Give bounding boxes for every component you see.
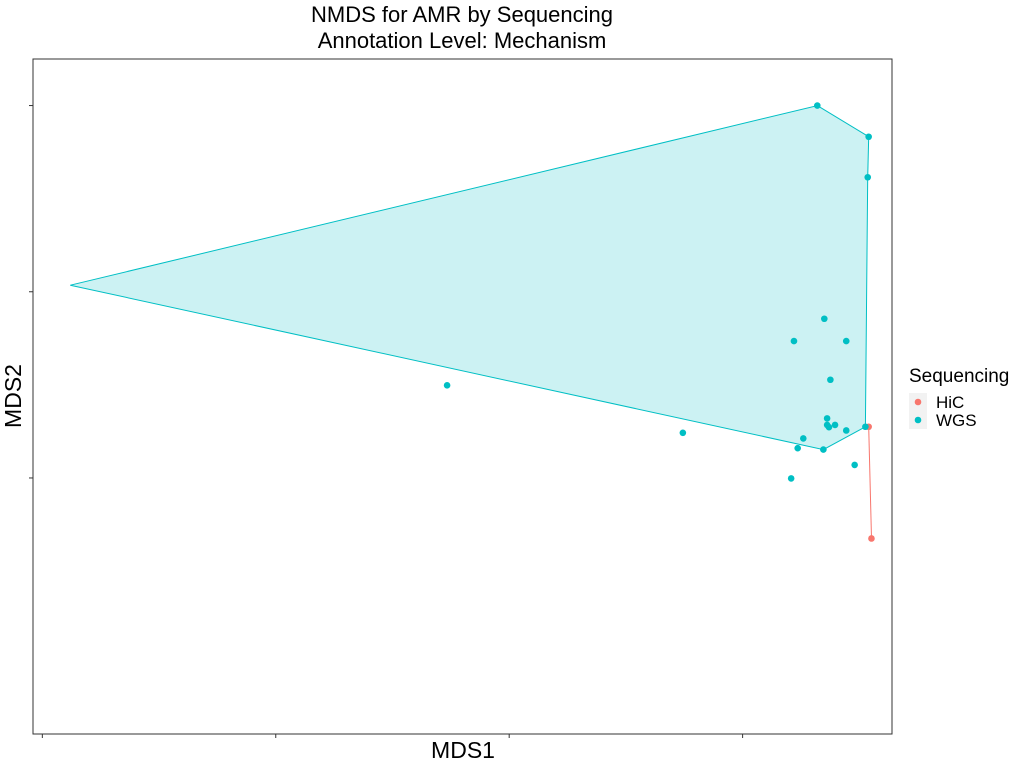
plot-panel — [32, 58, 893, 735]
point-wgs — [831, 421, 839, 429]
point-wgs — [814, 102, 821, 109]
y-axis-label: MDS2 — [0, 364, 26, 428]
point-wgs — [851, 461, 858, 469]
point-layer — [443, 102, 875, 542]
point-wgs — [790, 337, 798, 345]
legend-label-wgs: WGS — [936, 411, 977, 430]
chart-title-line-1: NMDS for AMR by Sequencing — [311, 2, 613, 27]
hull-hic — [868, 426, 872, 539]
plot-border — [32, 58, 893, 735]
tick-layer — [29, 105, 744, 738]
point-wgs — [865, 133, 872, 141]
point-wgs — [820, 446, 827, 453]
point-wgs — [842, 427, 850, 434]
point-wgs — [679, 429, 687, 437]
point-wgs — [825, 423, 833, 431]
chart-title-line-2: Annotation Level: Mechanism — [318, 28, 607, 53]
point-wgs — [799, 435, 807, 442]
point-wgs — [864, 173, 872, 181]
point-wgs — [823, 415, 831, 422]
legend-key-wgs — [914, 416, 922, 424]
legend-label-hic: HiC — [936, 393, 964, 412]
point-wgs — [842, 337, 850, 345]
point-wgs — [794, 444, 801, 452]
point-hic — [868, 535, 875, 542]
point-wgs — [862, 423, 869, 431]
point-wgs — [827, 376, 834, 384]
x-axis-label: MDS1 — [431, 737, 495, 763]
legend-key-hic — [914, 398, 922, 406]
point-wgs — [821, 315, 828, 323]
point-wgs — [787, 475, 795, 482]
legend-title: Sequencing — [909, 366, 1009, 387]
point-wgs — [443, 382, 451, 389]
